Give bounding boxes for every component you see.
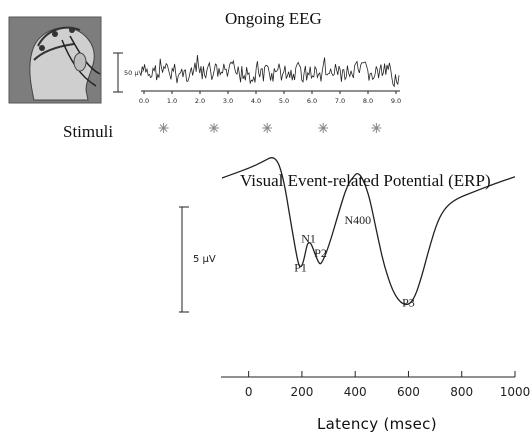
erp-peak-label: P2 — [314, 246, 327, 260]
erp-peak-label: P1 — [294, 260, 307, 274]
stimuli-label: Stimuli — [63, 122, 114, 141]
stimulus-burst-icon — [262, 123, 273, 133]
erp-tick-label: 800 — [450, 385, 473, 399]
eeg-tick-label: 1.0 — [167, 97, 177, 105]
eeg-tick-label: 2.0 — [195, 97, 205, 105]
head-electrodes-illustration — [8, 16, 102, 104]
eeg-tick-label: 4.0 — [251, 97, 261, 105]
erp-waveform — [221, 157, 516, 306]
stimulus-markers — [158, 123, 382, 133]
stimulus-burst-icon — [209, 123, 219, 133]
erp-tick-label: 1000 — [500, 385, 530, 399]
erp-peak-label: N400 — [345, 213, 372, 227]
erp-peak-labels: N1 P1 P2 N400 P3 — [294, 213, 415, 310]
eeg-tick-label: 7.0 — [335, 97, 345, 105]
stimulus-burst-icon — [371, 123, 382, 133]
eeg-tick-label: 0.0 — [139, 97, 149, 105]
erp-scale-label: 5 μV — [193, 254, 216, 265]
eeg-title: Ongoing EEG — [225, 9, 322, 28]
erp-title: Visual Event-related Potential (ERP) — [240, 171, 491, 190]
eeg-tick-labels: 0.0 1.0 2.0 3.0 4.0 5.0 6.0 7.0 8.0 9.0 — [139, 91, 401, 105]
eeg-trace — [140, 54, 400, 88]
erp-scale-bar: 5 μV — [179, 206, 216, 313]
eeg-tick-label: 3.0 — [223, 97, 233, 105]
erp-x-axis-label: Latency (msec) — [317, 415, 437, 433]
erp-tick-label: 600 — [397, 385, 420, 399]
erp-peak-label: N1 — [301, 231, 316, 245]
stimulus-burst-icon — [158, 123, 169, 133]
eeg-tick-label: 5.0 — [279, 97, 289, 105]
erp-tick-labels: 0 200 400 600 800 1000 — [245, 371, 530, 399]
eeg-scale-label: 50 μV — [124, 69, 143, 77]
erp-peak-label: P3 — [402, 296, 415, 310]
erp-tick-label: 0 — [245, 385, 253, 399]
eeg-tick-label: 9.0 — [391, 97, 401, 105]
eeg-tick-label: 6.0 — [307, 97, 317, 105]
erp-tick-label: 200 — [290, 385, 313, 399]
erp-tick-label: 400 — [344, 385, 367, 399]
stimulus-burst-icon — [318, 123, 329, 133]
eeg-tick-label: 8.0 — [363, 97, 373, 105]
eeg-scale-bar: 50 μV — [113, 52, 143, 93]
